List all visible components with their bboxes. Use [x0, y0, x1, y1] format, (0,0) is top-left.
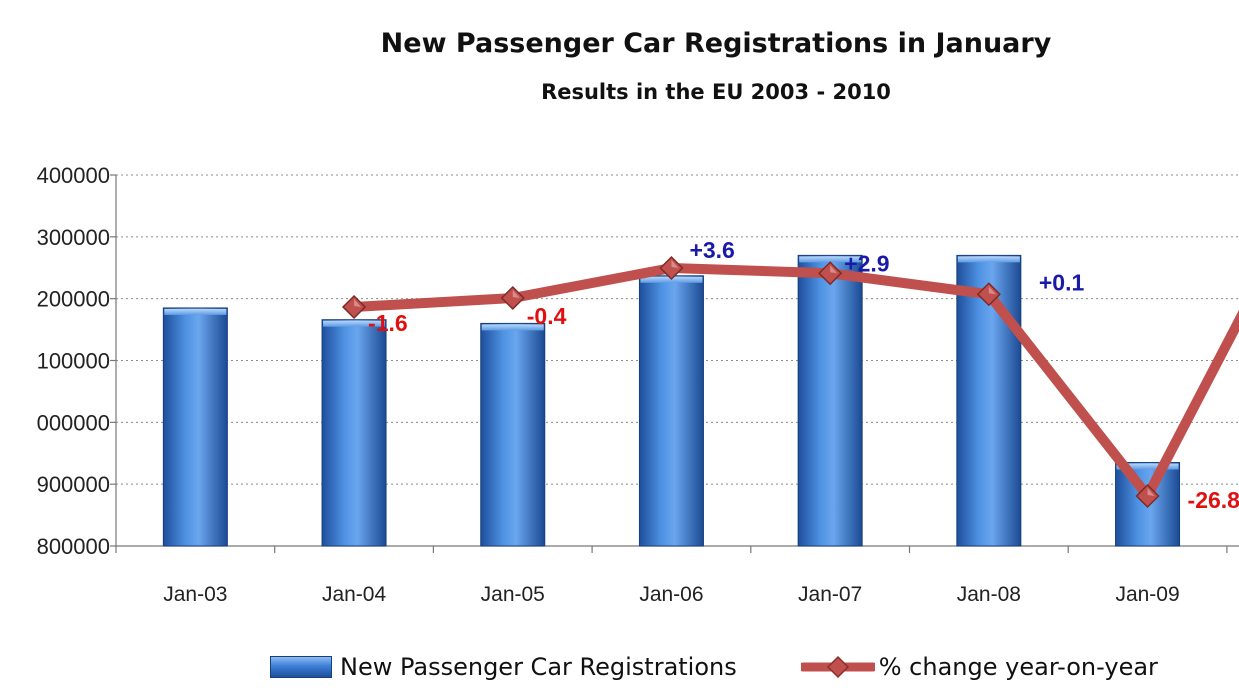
- bar-top-highlight: [1116, 463, 1179, 470]
- x-tick-label: Jan-06: [639, 583, 703, 606]
- x-tick-label: Jan-08: [957, 583, 1021, 606]
- x-tick-label: Jan-07: [798, 583, 862, 606]
- line-marker: [818, 261, 843, 286]
- y-tick-label: 900000: [37, 472, 110, 497]
- legend-line-label: % change year-on-year: [878, 653, 1158, 681]
- bar-top-highlight: [164, 308, 227, 315]
- bar: [797, 254, 863, 547]
- y-tick-label: 300000: [37, 225, 110, 250]
- line-marker-highlight: [1147, 488, 1155, 496]
- data-label: -0.4: [527, 303, 567, 329]
- chart-subtitle: Results in the EU 2003 - 2010: [541, 80, 891, 104]
- y-tick-label: 200000: [37, 287, 110, 312]
- line-marker: [341, 294, 367, 320]
- chart-title: New Passenger Car Registrations in Janua…: [380, 28, 1052, 59]
- chart-plot: 400000 300000 200000 100000 000000 900000 8000…: [37, 163, 1239, 606]
- y-tick-label: 100000: [37, 349, 110, 374]
- legend-line-swatch: [800, 655, 875, 679]
- bar-top-highlight: [799, 256, 862, 263]
- line-marker-highlight: [512, 290, 520, 298]
- bar: [162, 307, 228, 547]
- y-tick-label: 000000: [37, 410, 110, 435]
- y-tick-label: 400000: [37, 163, 110, 188]
- line-marker-highlight: [988, 286, 996, 295]
- line-marker: [500, 285, 525, 311]
- line-marker: [976, 282, 1001, 307]
- data-label: +2.9: [844, 250, 889, 276]
- y-tick-label: 800000: [37, 534, 110, 559]
- data-label: -1.6: [368, 310, 408, 336]
- line-marker-highlight: [354, 299, 362, 307]
- line-marker: [1135, 483, 1160, 509]
- data-label: +3.6: [689, 237, 734, 263]
- bar: [480, 322, 546, 547]
- line-marker-highlight: [830, 265, 838, 274]
- data-label: -26.8: [1188, 487, 1239, 513]
- bar: [321, 319, 387, 547]
- data-label: +0.1: [1039, 269, 1085, 295]
- x-tick-label: Jan-05: [481, 583, 545, 606]
- legend-bar-swatch: [270, 656, 332, 678]
- x-tick-label: Jan-09: [1115, 583, 1179, 606]
- legend-bar-label: New Passenger Car Registrations: [340, 653, 737, 681]
- line-marker: [659, 255, 684, 281]
- legend: New Passenger Car Registrations % change…: [270, 650, 1222, 684]
- legend-item-bars: New Passenger Car Registrations: [270, 653, 737, 681]
- bar-top-highlight: [481, 324, 544, 331]
- legend-item-line: % change year-on-year: [800, 653, 1158, 681]
- bar-top-highlight: [957, 256, 1020, 263]
- line-marker-highlight: [671, 260, 679, 268]
- bar: [638, 275, 704, 547]
- x-tick-label: Jan-03: [163, 583, 227, 606]
- bar-top-highlight: [323, 320, 386, 327]
- x-tick-label: Jan-04: [322, 583, 387, 606]
